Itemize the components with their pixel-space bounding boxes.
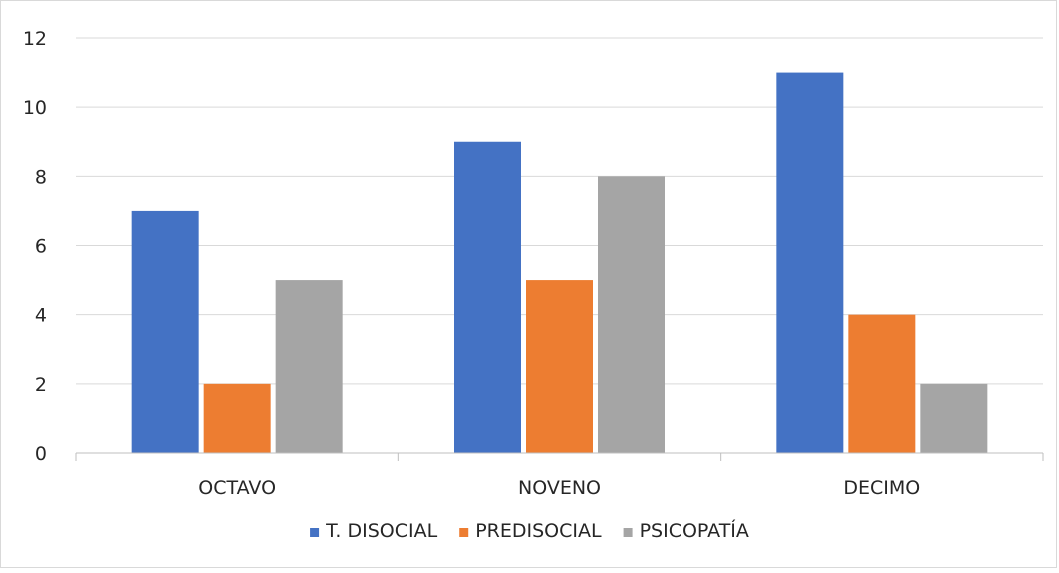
bars: [131, 72, 988, 454]
legend-swatch: [459, 528, 469, 537]
bar-decimo-2: [848, 314, 916, 453]
x-tick-labels: OCTAVO NOVENO DECIMO: [198, 477, 920, 499]
x-tick-label-octavo: OCTAVO: [198, 477, 276, 499]
bar-noveno-2: [526, 280, 593, 453]
y-tick-label-12: 12: [23, 28, 47, 50]
x-tick-label-decimo: DECIMO: [843, 477, 920, 499]
legend-label: T. DISOCIAL: [325, 520, 438, 542]
bar-octavo-3: [275, 280, 343, 453]
bar-octavo-1: [131, 210, 199, 453]
bar-decimo-3: [920, 383, 988, 453]
legend-item-1: T. DISOCIAL: [310, 520, 438, 542]
legend-label: PSICOPATÍA: [640, 519, 749, 542]
legend-swatch: [623, 528, 633, 537]
legend: T. DISOCIAL PREDISOCIAL PSICOPATÍA: [310, 519, 749, 542]
bar-noveno-3: [598, 176, 665, 454]
legend-swatch: [310, 528, 320, 537]
x-tick-label-noveno: NOVENO: [518, 477, 601, 499]
bar-decimo-1: [776, 72, 844, 453]
bar-octavo-2: [203, 383, 271, 453]
y-tick-label-8: 8: [35, 166, 47, 188]
axes: [75, 452, 1044, 461]
legend-item-3: PSICOPATÍA: [623, 519, 749, 542]
legend-item-2: PREDISOCIAL: [459, 520, 602, 542]
y-tick-labels: 0 2 4 6 8 10 12: [23, 28, 47, 465]
legend-label: PREDISOCIAL: [475, 520, 602, 542]
y-tick-label-2: 2: [35, 374, 47, 396]
y-tick-label-6: 6: [35, 236, 47, 258]
y-tick-label-4: 4: [35, 305, 47, 327]
y-tick-label-10: 10: [23, 97, 47, 119]
y-tick-label-0: 0: [35, 443, 47, 465]
bar-noveno-1: [454, 141, 521, 453]
